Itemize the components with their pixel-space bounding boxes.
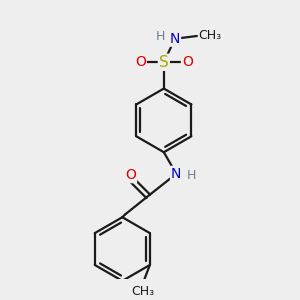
- Text: O: O: [135, 55, 146, 69]
- Text: O: O: [182, 55, 193, 69]
- Text: N: N: [170, 32, 180, 46]
- Text: CH₃: CH₃: [131, 285, 154, 298]
- Text: CH₃: CH₃: [198, 29, 221, 43]
- Text: S: S: [159, 55, 169, 70]
- Text: H: H: [156, 30, 165, 43]
- Text: N: N: [171, 167, 181, 181]
- Text: O: O: [125, 168, 136, 182]
- Text: H: H: [187, 169, 196, 182]
